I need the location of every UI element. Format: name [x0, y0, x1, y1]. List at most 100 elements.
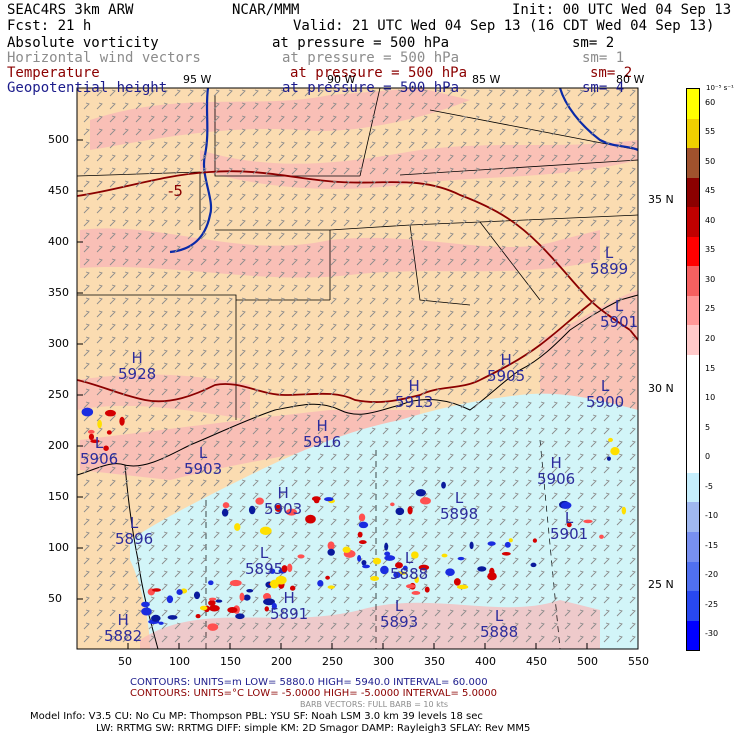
wind-barb — [122, 479, 129, 487]
wind-barb — [83, 310, 90, 318]
wind-barb — [538, 505, 545, 513]
x-tick-label: 50 — [118, 655, 132, 668]
wind-barb — [278, 492, 285, 500]
wind-barb — [83, 297, 90, 305]
wind-barb — [551, 115, 558, 123]
wind-barb — [616, 232, 623, 240]
y-tick-label: 150 — [48, 490, 69, 503]
wind-barb — [408, 388, 415, 396]
wind-barb — [135, 323, 142, 331]
x-tick-label: 500 — [577, 655, 598, 668]
wind-barb — [304, 427, 311, 435]
wind-barb — [83, 232, 90, 240]
wind-barb — [460, 154, 467, 162]
wind-barb — [330, 102, 337, 110]
wind-barb — [512, 375, 519, 383]
wind-barb — [395, 141, 402, 149]
wind-barb — [603, 284, 610, 292]
wind-barb — [538, 154, 545, 162]
wind-barb — [239, 388, 246, 396]
wind-barb — [447, 596, 454, 604]
wind-barb — [434, 609, 441, 617]
convective-cell — [384, 555, 396, 561]
wind-barb — [434, 453, 441, 461]
wind-barb — [83, 401, 90, 409]
wind-barb — [577, 401, 584, 409]
wind-barb — [473, 284, 480, 292]
wind-barb — [174, 635, 181, 643]
wind-barb — [148, 414, 155, 422]
convective-cell — [405, 584, 416, 589]
wind-barb — [135, 492, 142, 500]
wind-barb — [291, 206, 298, 214]
colorbar-swatch — [687, 266, 699, 281]
wind-barb — [525, 531, 532, 539]
wind-barb — [603, 440, 610, 448]
wind-barb — [538, 193, 545, 201]
wind-barb — [408, 570, 415, 578]
wind-barb — [616, 635, 623, 643]
wind-barb — [278, 297, 285, 305]
wind-barb — [421, 167, 428, 175]
wind-barb — [291, 128, 298, 136]
wind-barb — [278, 323, 285, 331]
wind-barb — [460, 232, 467, 240]
wind-barb — [525, 570, 532, 578]
wind-barb — [226, 115, 233, 123]
y-tick-label: 50 — [48, 592, 62, 605]
wind-barb — [434, 427, 441, 435]
wind-barb — [317, 362, 324, 370]
convective-cell — [208, 604, 220, 612]
wind-barb — [629, 453, 636, 461]
wind-barb — [395, 622, 402, 630]
wind-barb — [460, 141, 467, 149]
wind-barb — [356, 154, 363, 162]
wind-barb — [330, 193, 337, 201]
wind-barb — [421, 115, 428, 123]
wind-barb — [239, 518, 246, 526]
wind-barb — [278, 414, 285, 422]
convective-cell — [141, 607, 152, 616]
wind-barb — [135, 141, 142, 149]
wind-barb — [161, 544, 168, 552]
wind-barb — [109, 323, 116, 331]
contour-info-height: CONTOURS: UNITS=m LOW= 5880.0 HIGH= 5940… — [130, 677, 488, 688]
wind-barb — [239, 141, 246, 149]
wind-barb — [187, 271, 194, 279]
wind-barb — [239, 544, 246, 552]
wind-barb — [291, 167, 298, 175]
wind-barb — [317, 258, 324, 266]
wind-barb — [525, 388, 532, 396]
wind-barb — [278, 115, 285, 123]
wind-barb — [161, 128, 168, 136]
wind-barb — [603, 596, 610, 604]
wind-barb — [161, 505, 168, 513]
wind-barb — [382, 323, 389, 331]
wind-barb — [356, 453, 363, 461]
wind-barb — [525, 635, 532, 643]
colorbar-swatch — [687, 458, 699, 473]
wind-barb — [590, 635, 597, 643]
wind-barb — [512, 557, 519, 565]
wind-barb — [187, 414, 194, 422]
wind-barb — [239, 193, 246, 201]
wind-barb — [161, 570, 168, 578]
wind-barb — [538, 102, 545, 110]
wind-barb — [486, 336, 493, 344]
wind-barb — [135, 128, 142, 136]
wind-barb — [434, 414, 441, 422]
wind-barb — [265, 284, 272, 292]
colorbar-swatch — [687, 384, 699, 400]
wind-barb — [226, 349, 233, 357]
wind-barb — [512, 466, 519, 474]
wind-barb — [603, 323, 610, 331]
wind-barb — [408, 323, 415, 331]
wind-barb — [603, 557, 610, 565]
wind-barb — [135, 167, 142, 175]
wind-barb — [83, 245, 90, 253]
wind-barb — [200, 583, 207, 591]
vorticity-band — [80, 410, 420, 480]
wind-barb — [577, 310, 584, 318]
wind-barb — [512, 388, 519, 396]
wind-barb — [265, 128, 272, 136]
